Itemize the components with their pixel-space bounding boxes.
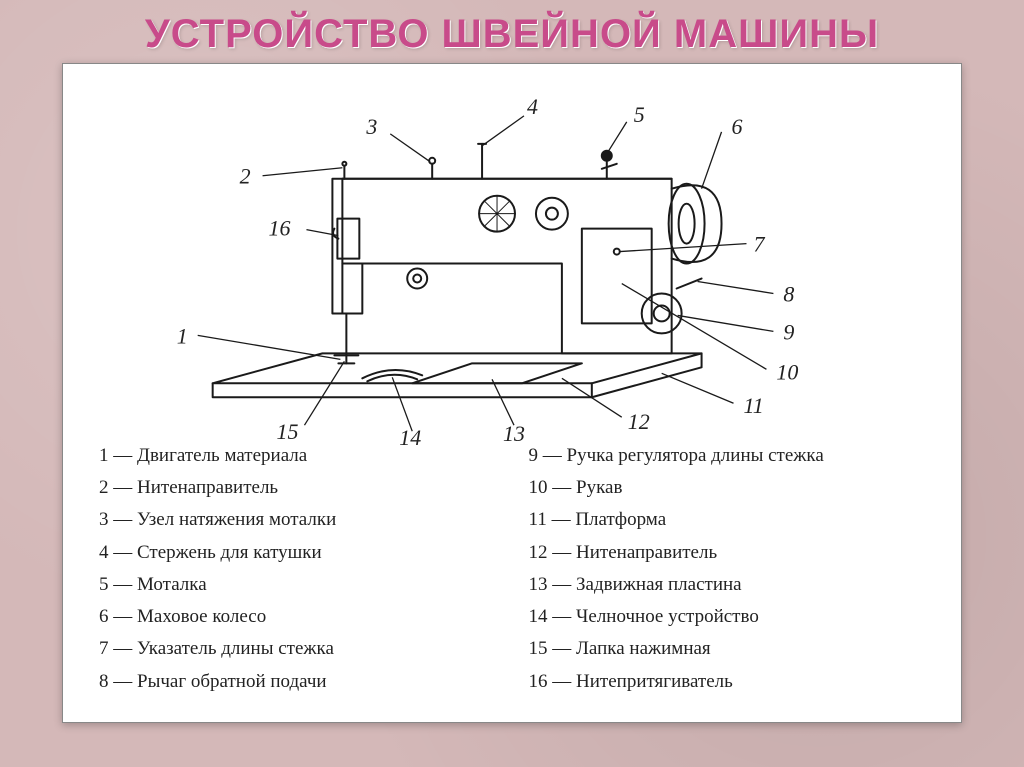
legend-item: 13 — Задвижная пластина (529, 569, 925, 601)
legend-item: 7 — Указатель длины стежка (99, 633, 495, 665)
callout-10: 10 (776, 359, 798, 384)
callout-12: 12 (628, 409, 650, 434)
callout-6: 6 (732, 114, 743, 139)
legend-col-right: 9 — Ручка регулятора длины стежка10 — Ру… (529, 440, 925, 698)
title-container: УСТРОЙСТВО ШВЕЙНОЙ МАШИНЫ (12, 12, 1012, 57)
callout-2: 2 (240, 164, 251, 189)
legend-item: 12 — Нитенаправитель (529, 537, 925, 569)
legend-item: 1 — Двигатель материала (99, 440, 495, 472)
legend-col-left: 1 — Двигатель материала2 — Нитенаправите… (99, 440, 495, 698)
sewing-machine-diagram: 1 2 3 4 5 6 7 8 9 10 11 12 13 14 15 16 (63, 64, 961, 463)
slide-background: УСТРОЙСТВО ШВЕЙНОЙ МАШИНЫ (0, 0, 1024, 767)
legend-item: 2 — Нитенаправитель (99, 472, 495, 504)
legend-item: 4 — Стержень для катушки (99, 537, 495, 569)
callout-1: 1 (177, 323, 188, 348)
callout-8: 8 (783, 281, 794, 306)
slide-title: УСТРОЙСТВО ШВЕЙНОЙ МАШИНЫ (145, 12, 879, 56)
legend-item: 3 — Узел натяжения моталки (99, 504, 495, 536)
legend-item: 5 — Моталка (99, 569, 495, 601)
diagram-panel: 1 2 3 4 5 6 7 8 9 10 11 12 13 14 15 16 1… (62, 63, 962, 723)
legend: 1 — Двигатель материала2 — Нитенаправите… (99, 440, 925, 698)
callout-3: 3 (365, 114, 377, 139)
legend-item: 10 — Рукав (529, 472, 925, 504)
callout-4: 4 (527, 94, 538, 119)
callout-11: 11 (743, 393, 763, 418)
legend-item: 6 — Маховое колесо (99, 601, 495, 633)
callout-9: 9 (783, 319, 794, 344)
callout-16: 16 (269, 216, 291, 241)
callout-7: 7 (753, 232, 765, 257)
callout-5: 5 (634, 102, 645, 127)
legend-item: 15 — Лапка нажимная (529, 633, 925, 665)
legend-item: 14 — Челночное устройство (529, 601, 925, 633)
legend-item: 16 — Нитепритягиватель (529, 666, 925, 698)
legend-item: 9 — Ручка регулятора длины стежка (529, 440, 925, 472)
legend-item: 11 — Платформа (529, 504, 925, 536)
legend-item: 8 — Рычаг обратной подачи (99, 666, 495, 698)
